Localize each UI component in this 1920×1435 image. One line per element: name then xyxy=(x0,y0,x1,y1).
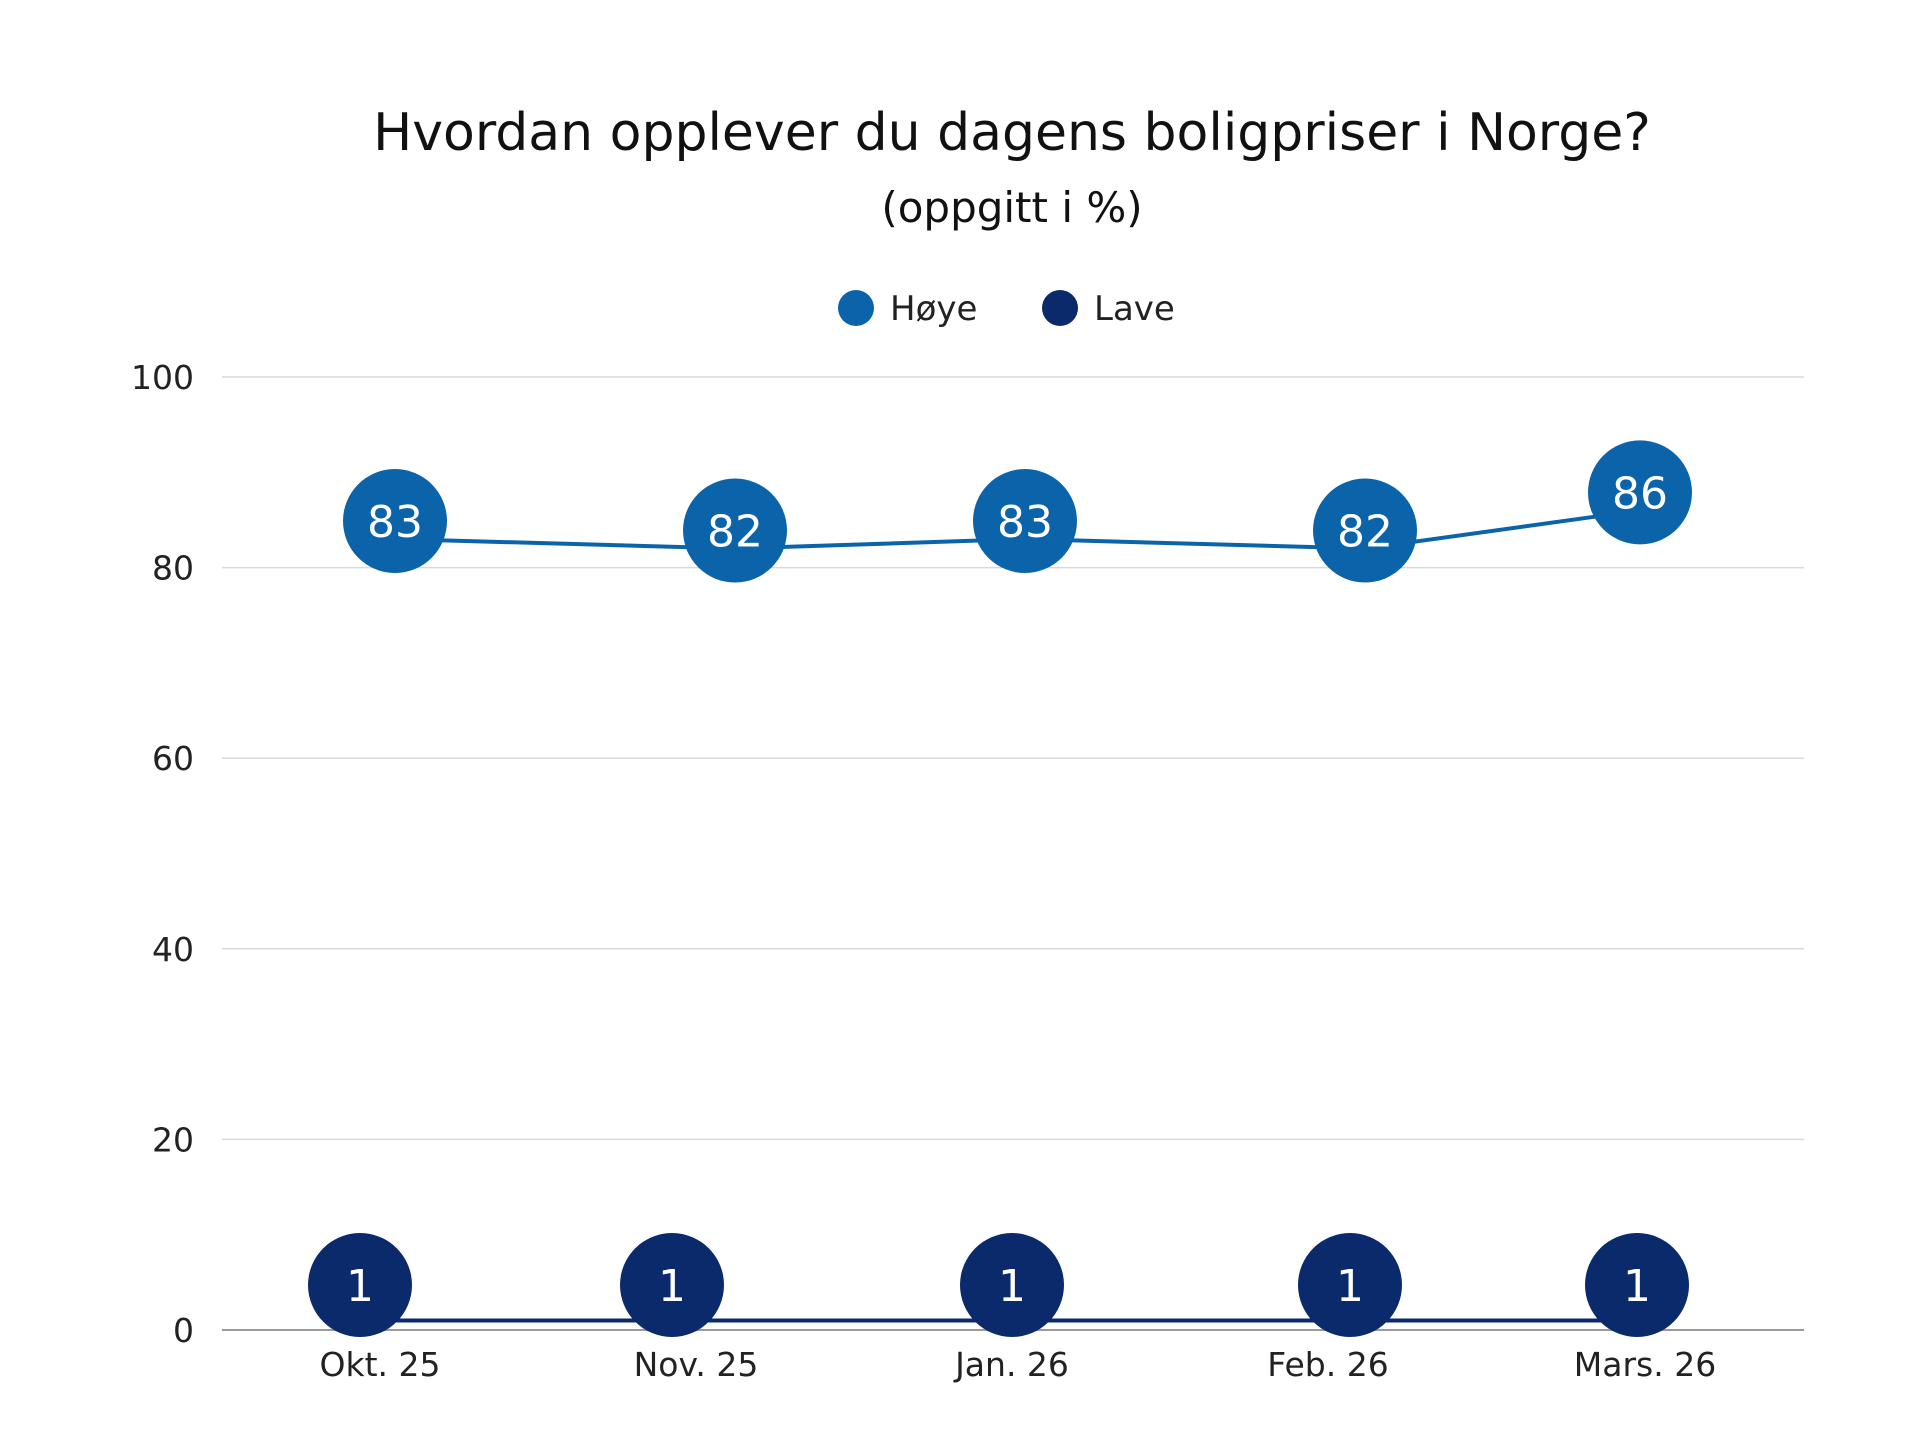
data-point xyxy=(620,1233,724,1337)
data-label: 1 xyxy=(1623,1261,1651,1312)
x-tick-label: Feb. 26 xyxy=(1267,1345,1388,1384)
data-point xyxy=(1298,1233,1402,1337)
legend-marker-hoye xyxy=(838,290,874,326)
x-axis-ticks: Okt. 25 Nov. 25 Jan. 26 Feb. 26 Mars. 26 xyxy=(320,1345,1717,1384)
series-1: 1 1 1 1 1 xyxy=(308,1233,1689,1337)
chart-subtitle: (oppgitt i %) xyxy=(881,183,1142,232)
data-label: 86 xyxy=(1612,468,1668,519)
data-label: 83 xyxy=(367,497,423,548)
series-0: 83 82 83 82 86 xyxy=(343,440,1692,583)
data-label: 83 xyxy=(997,497,1053,548)
legend-label-lave: Lave xyxy=(1094,289,1175,329)
data-label: 1 xyxy=(346,1261,374,1312)
y-axis-ticks: 0 20 40 60 80 100 xyxy=(131,358,194,1350)
y-tick-label: 40 xyxy=(152,930,194,969)
x-tick-label: Nov. 25 xyxy=(634,1345,759,1384)
data-label: 82 xyxy=(1337,507,1393,558)
y-tick-label: 80 xyxy=(152,549,194,588)
series: 83 82 83 82 86 1 1 1 1 1 xyxy=(308,440,1692,1337)
x-tick-label: Jan. 26 xyxy=(953,1345,1069,1384)
data-label: 1 xyxy=(658,1261,686,1312)
chart-title: Hvordan opplever du dagens boligpriser i… xyxy=(373,103,1651,163)
data-label: 82 xyxy=(707,507,763,558)
data-point xyxy=(308,1233,412,1337)
data-point xyxy=(683,478,787,583)
data-label: 1 xyxy=(998,1261,1026,1312)
y-tick-label: 100 xyxy=(131,358,194,397)
data-point xyxy=(1313,478,1417,583)
x-tick-label: Okt. 25 xyxy=(320,1345,441,1384)
data-point xyxy=(960,1233,1064,1337)
y-tick-label: 20 xyxy=(152,1120,194,1159)
data-point xyxy=(343,469,447,574)
y-tick-label: 0 xyxy=(173,1311,194,1350)
data-point xyxy=(1588,440,1692,545)
legend-label-hoye: Høye xyxy=(890,289,977,329)
legend-marker-lave xyxy=(1042,290,1078,326)
data-point xyxy=(1585,1233,1689,1337)
data-point xyxy=(973,469,1077,574)
data-label: 1 xyxy=(1336,1261,1364,1312)
x-tick-label: Mars. 26 xyxy=(1574,1345,1716,1384)
legend: Høye Lave xyxy=(838,289,1175,329)
y-tick-label: 60 xyxy=(152,739,194,778)
